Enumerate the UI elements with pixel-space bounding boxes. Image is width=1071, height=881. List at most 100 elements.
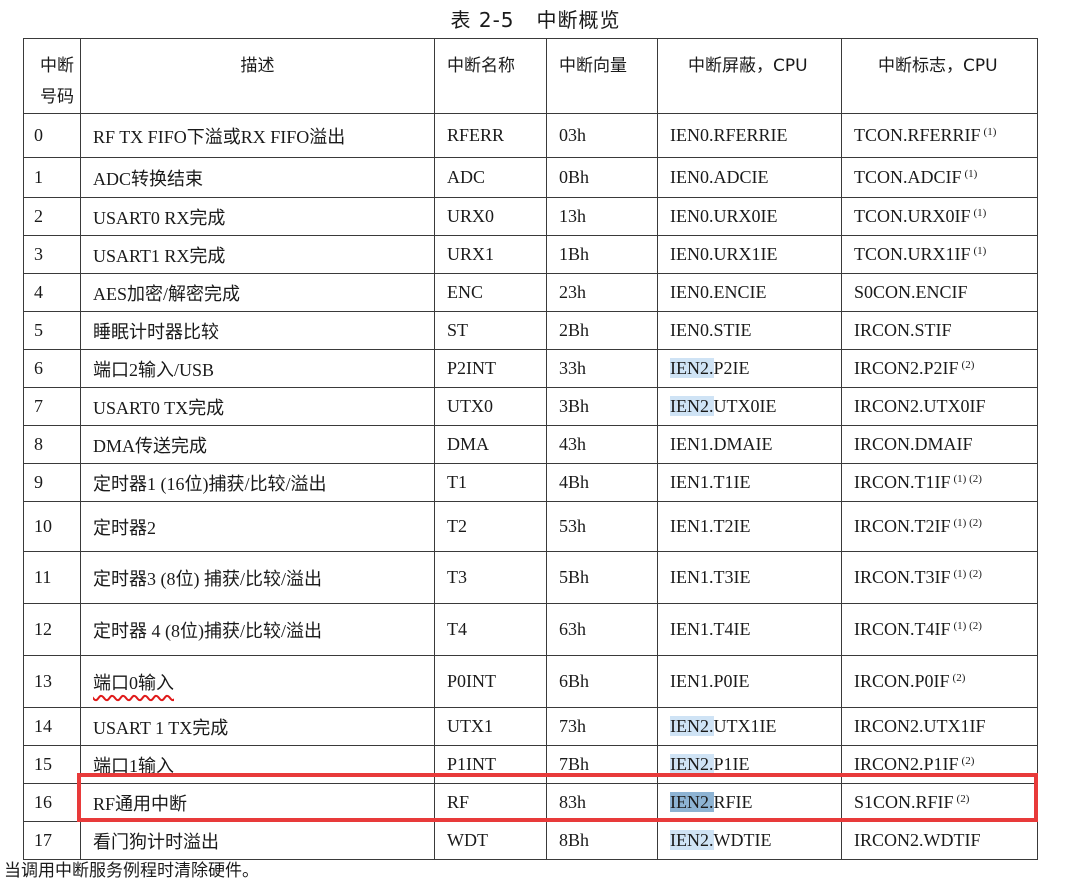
mask-bit: URX0IE bbox=[713, 206, 778, 226]
table-title: 表 2-5 中断概览 bbox=[0, 4, 1071, 33]
cell-interrupt-flag: IRCON.T4IF (1) (2) bbox=[841, 603, 1038, 656]
cell-number: 0 bbox=[23, 113, 81, 158]
description-text: 定时器 4 (8位)捕获/比较/溢出 bbox=[93, 620, 322, 641]
table-row: 7 USART0 TX完成 UTX0 3Bh IEN2.UTX0IE IRCON2.UTX… bbox=[23, 387, 1038, 426]
cell-interrupt-flag: IRCON.STIF bbox=[841, 311, 1038, 350]
cell-interrupt-vector: 8Bh bbox=[546, 821, 658, 860]
flag-text: IRCON2.P2IF bbox=[854, 358, 959, 378]
cell-interrupt-mask: IEN2.P2IE bbox=[657, 349, 842, 388]
cell-number: 5 bbox=[23, 311, 81, 350]
cell-interrupt-mask: IEN1.P0IE bbox=[657, 655, 842, 708]
cell-interrupt-vector: 1Bh bbox=[546, 235, 658, 274]
cell-interrupt-name: URX1 bbox=[434, 235, 547, 274]
cell-interrupt-flag: TCON.URX1IF (1) bbox=[841, 235, 1038, 274]
table-row: 13 端口0输入 P0INT 6Bh IEN1.P0IE IRCON.P0IF (2) bbox=[23, 655, 1038, 708]
flag-text: S0CON.ENCIF bbox=[854, 282, 968, 302]
interrupt-overview-table: 中断 号码 描述 中断名称 中断向量 中断屏蔽，CPU 中断标志，CPU 0 RF … bbox=[23, 38, 1038, 860]
table-row: 9 定时器1 (16位)捕获/比较/溢出 T1 4Bh IEN1.T1IE IRCON.T… bbox=[23, 463, 1038, 502]
cell-description: 定时器3 (8位) 捕获/比较/溢出 bbox=[80, 551, 435, 604]
mask-register: IEN1. bbox=[670, 434, 714, 454]
cell-description: 定时器 4 (8位)捕获/比较/溢出 bbox=[80, 603, 435, 656]
mask-register: IEN1. bbox=[670, 516, 714, 536]
cell-number: 8 bbox=[23, 425, 81, 464]
mask-register: IEN2. bbox=[670, 396, 714, 416]
table-row: 3 USART1 RX完成 URX1 1Bh IEN0.URX1IE TCON.URX1I… bbox=[23, 235, 1038, 274]
table-row: 17 看门狗计时溢出 WDT 8Bh IEN2.WDTIE IRCON2.WDTIF bbox=[23, 821, 1038, 860]
mask-register: IEN0. bbox=[670, 320, 714, 340]
description-text: RF TX FIFO下溢或RX FIFO溢出 bbox=[93, 126, 346, 147]
cell-interrupt-mask: IEN0.ENCIE bbox=[657, 273, 842, 312]
mask-bit: P0IE bbox=[713, 671, 750, 691]
mask-register: IEN2. bbox=[670, 716, 714, 736]
table-row: 1 ADC转换结束 ADC 0Bh IEN0.ADCIE TCON.ADCIF (1) bbox=[23, 157, 1038, 198]
cell-interrupt-name: T2 bbox=[434, 501, 547, 552]
description-text: 定时器1 (16位)捕获/比较/溢出 bbox=[93, 473, 327, 494]
cell-number: 2 bbox=[23, 197, 81, 236]
cell-interrupt-vector: 33h bbox=[546, 349, 658, 388]
cell-interrupt-flag: TCON.ADCIF (1) bbox=[841, 157, 1038, 198]
table-row: 2 USART0 RX完成 URX0 13h IEN0.URX0IE TCON.URX0I… bbox=[23, 197, 1038, 236]
mask-bit: STIE bbox=[713, 320, 752, 340]
cell-number: 1 bbox=[23, 157, 81, 198]
cell-number: 9 bbox=[23, 463, 81, 502]
table-name: 中断概览 bbox=[536, 8, 621, 32]
mask-register: IEN2. bbox=[670, 792, 714, 812]
cell-description: 看门狗计时溢出 bbox=[80, 821, 435, 860]
cell-interrupt-flag: IRCON2.P2IF (2) bbox=[841, 349, 1038, 388]
table-header-row: 中断 号码 描述 中断名称 中断向量 中断屏蔽，CPU 中断标志，CPU bbox=[23, 38, 1038, 114]
cell-description: AES加密/解密完成 bbox=[80, 273, 435, 312]
cell-interrupt-mask: IEN1.T1IE bbox=[657, 463, 842, 502]
cell-number: 12 bbox=[23, 603, 81, 656]
mask-register: IEN1. bbox=[670, 472, 714, 492]
mask-bit: T2IE bbox=[713, 516, 751, 536]
cell-interrupt-mask: IEN2.RFIE bbox=[657, 783, 842, 822]
cell-interrupt-flag: IRCON.P0IF (2) bbox=[841, 655, 1038, 708]
cell-description: 睡眠计时器比较 bbox=[80, 311, 435, 350]
cell-interrupt-vector: 23h bbox=[546, 273, 658, 312]
cell-number: 17 bbox=[23, 821, 81, 860]
cell-number: 16 bbox=[23, 783, 81, 822]
description-text: RF通用中断 bbox=[93, 793, 188, 814]
cell-interrupt-flag: IRCON2.WDTIF bbox=[841, 821, 1038, 860]
cell-interrupt-name: P2INT bbox=[434, 349, 547, 388]
table-row: 14 USART 1 TX完成 UTX1 73h IEN2.UTX1IE IRCON2.U… bbox=[23, 707, 1038, 746]
cell-interrupt-vector: 2Bh bbox=[546, 311, 658, 350]
cell-interrupt-mask: IEN1.T4IE bbox=[657, 603, 842, 656]
cell-description: 端口1输入 bbox=[80, 745, 435, 784]
description-text: 睡眠计时器比较 bbox=[93, 321, 219, 342]
flag-note: (1) bbox=[973, 207, 987, 219]
description-text: 端口2输入/USB bbox=[93, 359, 215, 380]
cell-interrupt-vector: 7Bh bbox=[546, 745, 658, 784]
mask-register: IEN0. bbox=[670, 167, 714, 187]
table-row: 6 端口2输入/USB P2INT 33h IEN2.P2IE IRCON2.P2IF (2… bbox=[23, 349, 1038, 388]
flag-text: IRCON2.WDTIF bbox=[854, 830, 981, 850]
mask-bit: UTX1IE bbox=[713, 716, 777, 736]
description-text: USART1 RX完成 bbox=[93, 245, 226, 266]
description-text: ADC转换结束 bbox=[93, 168, 204, 189]
flag-text: IRCON2.UTX0IF bbox=[854, 396, 986, 416]
description-text: 定时器2 bbox=[93, 517, 156, 538]
cell-interrupt-flag: IRCON.T2IF (1) (2) bbox=[841, 501, 1038, 552]
flag-text: IRCON.STIF bbox=[854, 320, 952, 340]
flag-note: (1) (2) bbox=[953, 473, 982, 485]
flag-text: IRCON.P0IF bbox=[854, 671, 950, 691]
mask-register: IEN2. bbox=[670, 358, 714, 378]
header-interrupt-name: 中断名称 bbox=[434, 38, 547, 114]
description-text: USART0 TX完成 bbox=[93, 397, 225, 418]
table-row: 5 睡眠计时器比较 ST 2Bh IEN0.STIE IRCON.STIF bbox=[23, 311, 1038, 350]
table-body: 0 RF TX FIFO下溢或RX FIFO溢出 RFERR 03h IEN0.RFER… bbox=[23, 113, 1038, 860]
cell-interrupt-flag: IRCON.T3IF (1) (2) bbox=[841, 551, 1038, 604]
flag-text: IRCON.DMAIF bbox=[854, 434, 973, 454]
table-row: 16 RF通用中断 RF 83h IEN2.RFIE S1CON.RFIF (2) bbox=[23, 783, 1038, 822]
flag-text: IRCON2.UTX1IF bbox=[854, 716, 986, 736]
header-interrupt-flag: 中断标志，CPU bbox=[841, 38, 1038, 114]
cell-interrupt-vector: 0Bh bbox=[546, 157, 658, 198]
cell-interrupt-flag: S0CON.ENCIF bbox=[841, 273, 1038, 312]
cell-interrupt-flag: IRCON2.UTX0IF bbox=[841, 387, 1038, 426]
cell-number: 13 bbox=[23, 655, 81, 708]
mask-bit: WDTIE bbox=[713, 830, 772, 850]
cell-number: 14 bbox=[23, 707, 81, 746]
cell-interrupt-vector: 43h bbox=[546, 425, 658, 464]
cell-interrupt-mask: IEN1.T2IE bbox=[657, 501, 842, 552]
flag-text: IRCON.T3IF bbox=[854, 567, 951, 587]
